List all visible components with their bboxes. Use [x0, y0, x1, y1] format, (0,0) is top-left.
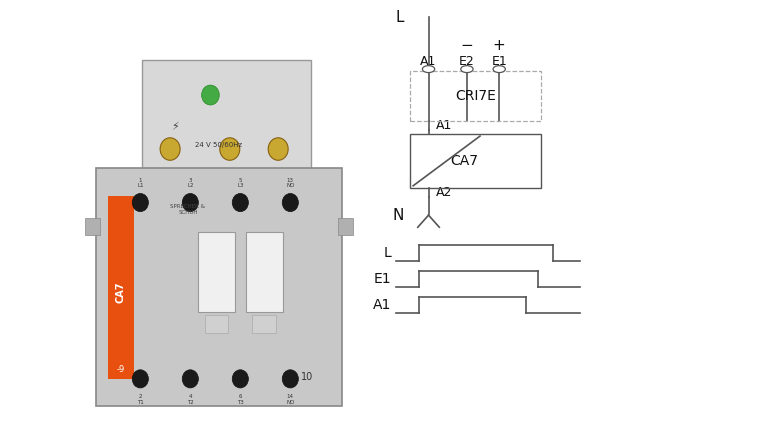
FancyBboxPatch shape	[96, 168, 342, 406]
Text: A1: A1	[420, 55, 437, 68]
Bar	[227, 172, 275, 197]
Text: A1: A1	[372, 298, 391, 312]
Circle shape	[182, 194, 198, 212]
Text: A1: A1	[436, 119, 452, 132]
Text: 24 V 50/60Hz: 24 V 50/60Hz	[195, 142, 243, 148]
Bar	[85, 218, 100, 235]
Text: 5
L3: 5 L3	[237, 178, 243, 188]
Text: ⚡: ⚡	[171, 122, 179, 133]
Circle shape	[132, 194, 148, 212]
FancyBboxPatch shape	[198, 232, 235, 312]
Text: −: −	[461, 38, 473, 53]
Bar	[252, 315, 276, 333]
Circle shape	[132, 370, 148, 388]
Bar	[207, 172, 223, 208]
Text: 14
NO: 14 NO	[286, 394, 294, 405]
Text: E1: E1	[492, 55, 507, 68]
Circle shape	[422, 66, 435, 73]
Bar	[338, 218, 353, 235]
Circle shape	[461, 66, 473, 73]
Circle shape	[232, 370, 248, 388]
Bar	[108, 196, 134, 379]
Circle shape	[182, 370, 198, 388]
Text: 6
T3: 6 T3	[237, 394, 243, 405]
Text: CA7: CA7	[115, 281, 126, 302]
Text: +: +	[493, 38, 505, 53]
Circle shape	[282, 370, 298, 388]
Text: 10: 10	[301, 372, 313, 381]
Bar	[204, 315, 228, 333]
Circle shape	[282, 194, 298, 212]
Circle shape	[493, 66, 505, 73]
Text: 3
L2: 3 L2	[187, 178, 194, 188]
Text: E2: E2	[459, 55, 475, 68]
Text: L: L	[383, 246, 391, 260]
Circle shape	[160, 138, 180, 160]
Text: CRI7E: CRI7E	[455, 89, 496, 103]
FancyBboxPatch shape	[246, 232, 283, 312]
Text: 13
NO: 13 NO	[286, 178, 294, 188]
Text: E1: E1	[373, 272, 391, 286]
Circle shape	[232, 194, 248, 212]
Text: -9: -9	[117, 365, 124, 374]
Text: 2
T1: 2 T1	[137, 394, 144, 405]
Circle shape	[220, 138, 240, 160]
Text: 4
T2: 4 T2	[187, 394, 194, 405]
Text: 1
L1: 1 L1	[137, 178, 144, 188]
Text: CA7: CA7	[451, 154, 478, 168]
Text: N: N	[392, 209, 404, 223]
Text: SPRECHER &
SCHUH: SPRECHER & SCHUH	[170, 204, 205, 215]
Text: A2: A2	[436, 186, 452, 199]
Circle shape	[268, 138, 288, 160]
Text: L: L	[396, 10, 404, 25]
Circle shape	[201, 85, 220, 105]
FancyBboxPatch shape	[142, 60, 311, 177]
